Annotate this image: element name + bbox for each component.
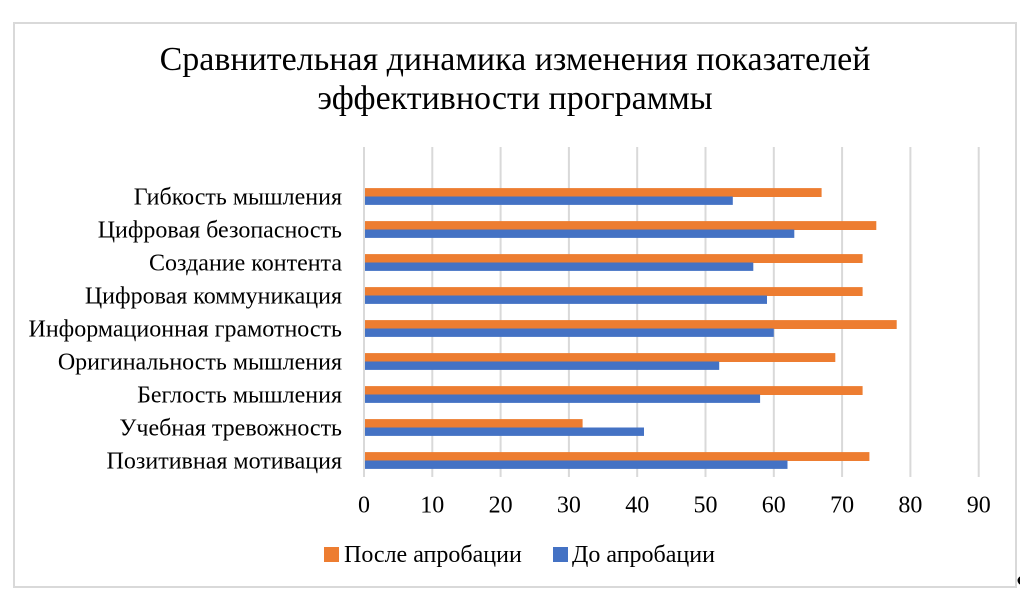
svg-text:20: 20 — [489, 493, 513, 519]
svg-text:Информационная грамотность: Информационная грамотность — [29, 317, 343, 343]
svg-text:До апробации: До апробации — [572, 542, 715, 568]
svg-text:Беглость мышления: Беглость мышления — [137, 383, 342, 409]
svg-text:30: 30 — [557, 493, 581, 519]
svg-text:Оригинальность мышления: Оригинальность мышления — [58, 350, 342, 376]
svg-text:80: 80 — [898, 493, 922, 519]
svg-text:Учебная тревожность: Учебная тревожность — [119, 416, 342, 442]
svg-text:Цифровая безопасность: Цифровая безопасность — [98, 218, 342, 244]
svg-text:Сравнительная динамика изменен: Сравнительная динамика изменения показат… — [160, 41, 871, 78]
svg-text:Гибкость мышления: Гибкость мышления — [134, 185, 342, 211]
svg-text:50: 50 — [694, 493, 718, 519]
svg-text:Позитивная мотивация: Позитивная мотивация — [107, 449, 342, 475]
svg-text:Цифровая коммуникация: Цифровая коммуникация — [85, 284, 342, 310]
svg-text:0: 0 — [358, 493, 370, 519]
svg-text:40: 40 — [625, 493, 649, 519]
svg-text:70: 70 — [830, 493, 854, 519]
svg-text:10: 10 — [420, 493, 444, 519]
svg-text:Создание контента: Создание контента — [149, 251, 342, 277]
svg-text:эффективности программы: эффективности программы — [317, 80, 712, 117]
svg-text:90: 90 — [967, 493, 991, 519]
svg-text:После апробации: После апробации — [344, 542, 522, 568]
svg-text:60: 60 — [762, 493, 786, 519]
